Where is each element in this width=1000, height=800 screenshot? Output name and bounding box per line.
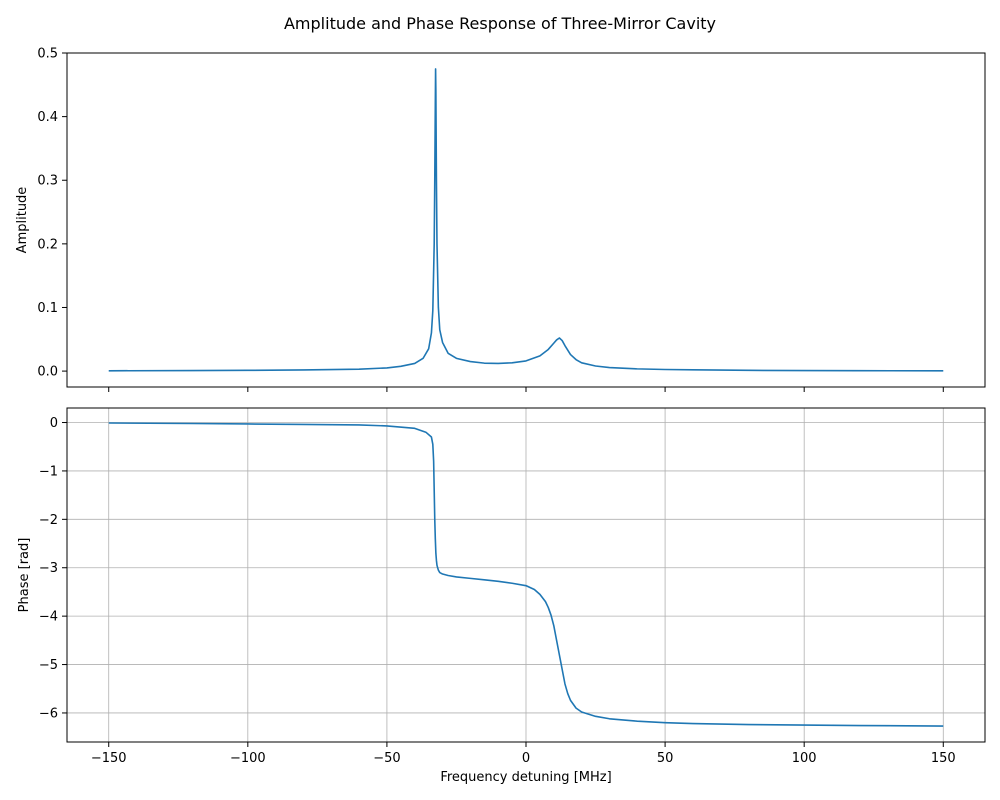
amplitude-y-tick-label: 0.2	[37, 237, 58, 252]
figure-title: Amplitude and Phase Response of Three-Mi…	[284, 14, 716, 33]
phase-panel: −150 −100 −50 0 50 100 150 0 −1 −2 −3 −4 −5 −6 Phase […	[17, 407, 986, 785]
amplitude-panel: 0.0 0.1 0.2 0.3 0.4 0.5 Amplitude	[15, 47, 986, 392]
phase-y-tick-label: −6	[39, 706, 58, 721]
amplitude-y-tick-label: 0.3	[37, 174, 58, 189]
amplitude-y-tick-label: 0.1	[37, 301, 58, 316]
phase-x-axis-label: Frequency detuning [MHz]	[440, 770, 611, 785]
phase-y-tick-label: −1	[39, 464, 58, 479]
phase-y-axis-label: Phase [rad]	[17, 538, 32, 613]
phase-y-tick-label: 0	[50, 416, 58, 431]
amplitude-y-tick-label: 0.4	[37, 110, 58, 125]
phase-x-tick-label: 50	[657, 751, 674, 766]
amplitude-y-tick-label: 0.5	[37, 47, 58, 62]
phase-y-tick-label: −2	[39, 513, 58, 528]
amplitude-series-line	[108, 68, 944, 372]
amplitude-y-axis-label: Amplitude	[15, 187, 30, 254]
phase-x-tick-label: 0	[522, 751, 530, 766]
phase-x-tick-label: −150	[91, 751, 127, 766]
phase-y-tick-label: −5	[39, 658, 58, 673]
phase-series-line	[108, 422, 944, 727]
phase-y-tick-label: −4	[39, 610, 58, 625]
amplitude-y-tick-label: 0.0	[37, 365, 58, 380]
phase-x-tick-label: −50	[373, 751, 400, 766]
phase-y-tick-label: −3	[39, 561, 58, 576]
phase-x-tick-label: 150	[931, 751, 956, 766]
phase-x-tick-label: 100	[792, 751, 817, 766]
phase-x-tick-label: −100	[230, 751, 266, 766]
